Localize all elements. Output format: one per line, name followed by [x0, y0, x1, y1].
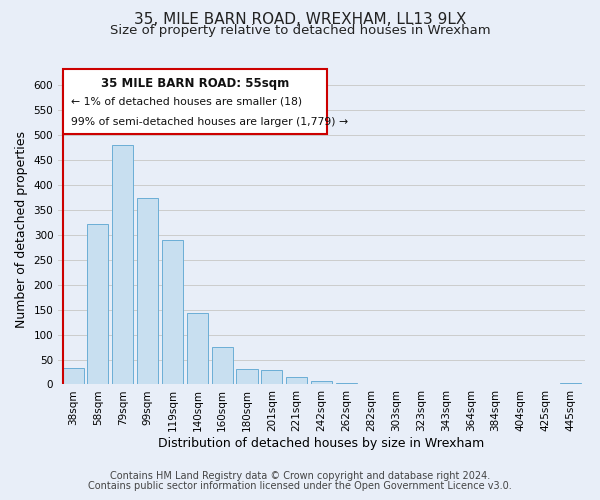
Bar [137, 198, 158, 384]
Bar [88, 224, 109, 384]
Bar [62, 368, 83, 384]
Bar [311, 381, 332, 384]
Bar [112, 145, 133, 384]
Text: 99% of semi-detached houses are larger (1,779) →: 99% of semi-detached houses are larger (… [71, 117, 349, 127]
Bar [286, 377, 307, 384]
Bar [236, 369, 257, 384]
Text: 35, MILE BARN ROAD, WREXHAM, LL13 9LX: 35, MILE BARN ROAD, WREXHAM, LL13 9LX [134, 12, 466, 28]
Bar [162, 240, 183, 384]
X-axis label: Distribution of detached houses by size in Wrexham: Distribution of detached houses by size … [158, 437, 485, 450]
Bar [212, 347, 233, 385]
Bar [262, 370, 283, 384]
Text: Contains HM Land Registry data © Crown copyright and database right 2024.: Contains HM Land Registry data © Crown c… [110, 471, 490, 481]
FancyBboxPatch shape [64, 69, 327, 134]
Text: Size of property relative to detached houses in Wrexham: Size of property relative to detached ho… [110, 24, 490, 37]
Text: 35 MILE BARN ROAD: 55sqm: 35 MILE BARN ROAD: 55sqm [101, 76, 289, 90]
Bar [187, 312, 208, 384]
Y-axis label: Number of detached properties: Number of detached properties [15, 131, 28, 328]
Text: ← 1% of detached houses are smaller (18): ← 1% of detached houses are smaller (18) [71, 96, 302, 106]
Text: Contains public sector information licensed under the Open Government Licence v3: Contains public sector information licen… [88, 481, 512, 491]
